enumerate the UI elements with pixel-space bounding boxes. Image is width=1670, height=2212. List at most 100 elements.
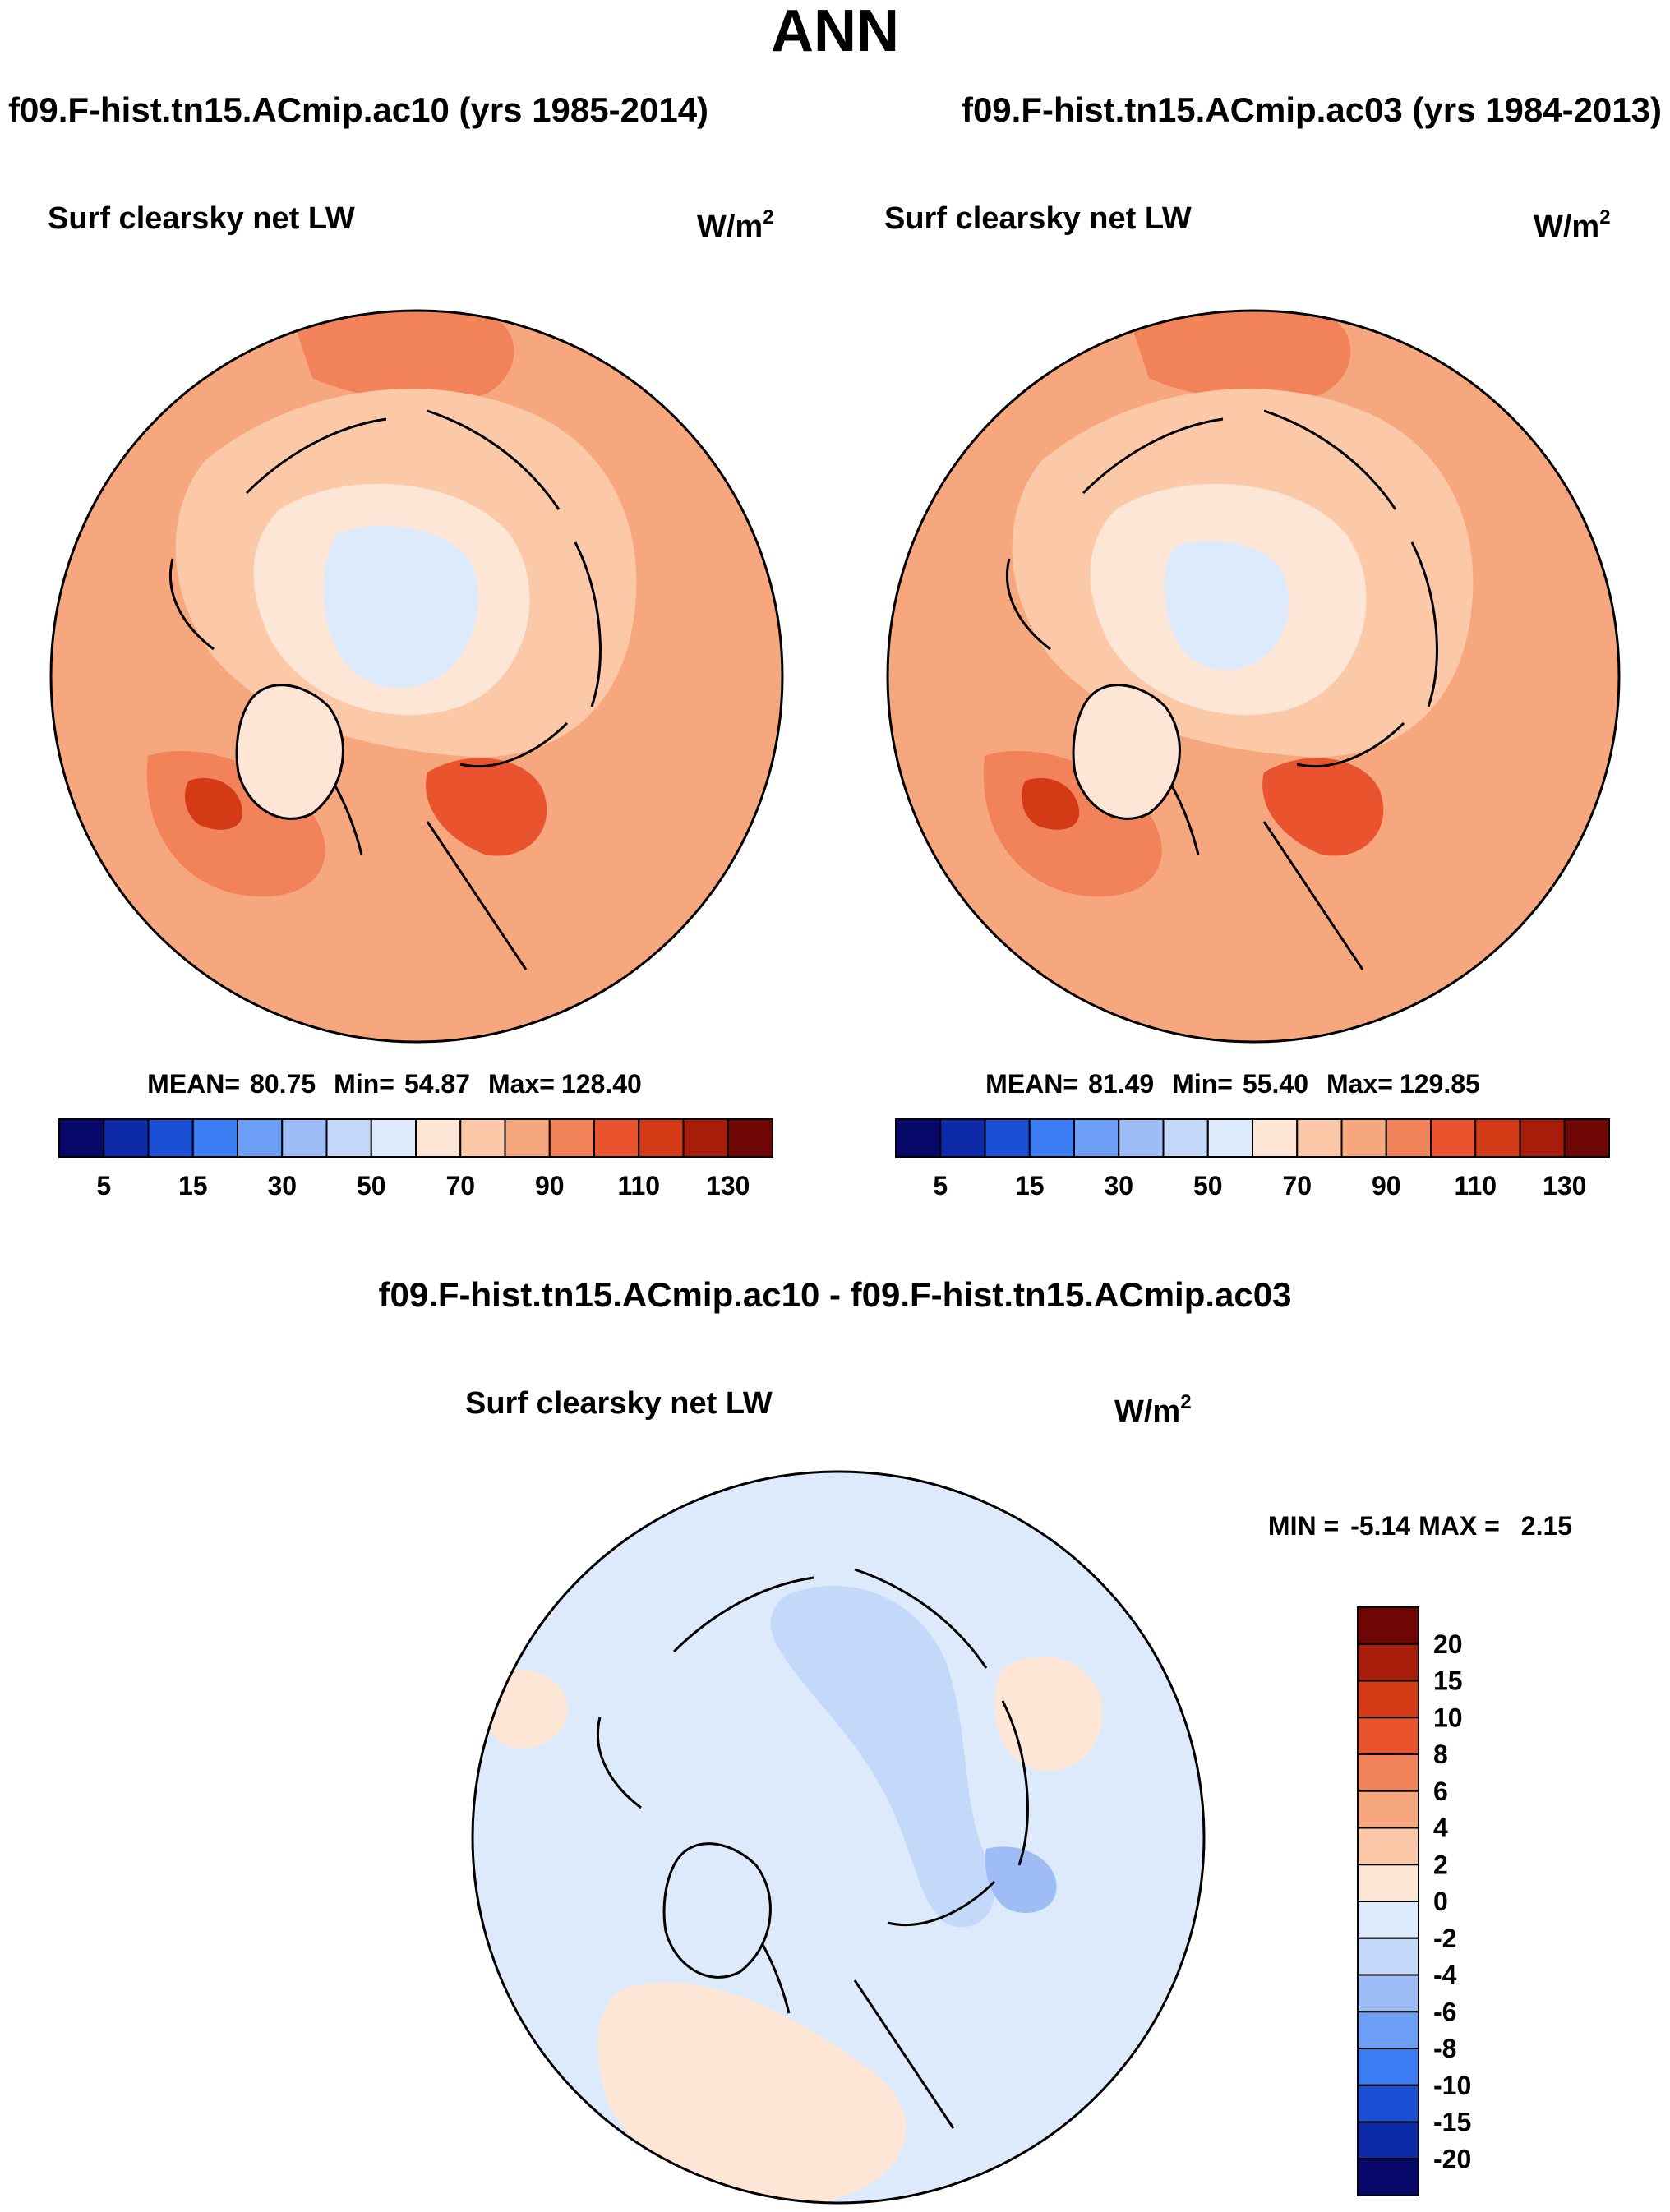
colorbar-swatch [1357,1643,1419,1682]
panel-3-max: 2.15 [1521,1511,1572,1541]
panel-1-max-core [185,777,243,830]
panel-1-min: 54.87 [404,1069,470,1099]
colorbar-tick-label: -2 [1433,1924,1456,1953]
colorbar-swatch [1430,1118,1477,1158]
panel-3-negative-band [770,1585,995,1928]
colorbar-tick-label: 10 [1433,1703,1463,1732]
colorbar-swatch [191,1118,238,1158]
panel-2-max: 129.85 [1400,1069,1480,1099]
colorbar-swatch [593,1118,640,1158]
colorbar-swatch [895,1118,942,1158]
colorbar-swatch [1206,1118,1253,1158]
colorbar-swatch [1357,1606,1419,1645]
colorbar-tick-label: -20 [1433,2144,1471,2173]
colorbar-swatch [1357,1790,1419,1829]
panel-1-map-border [49,309,784,1044]
colorbar-swatch [1357,1680,1419,1719]
panel-1-colorbar: 5 15 30 50 70 90 110 130 [58,1118,773,1200]
colorbar-swatch [103,1118,150,1158]
colorbar-swatch [281,1118,328,1158]
panel-2-coastlines [1005,409,1438,970]
panel-3-positive-region-south [597,1982,907,2203]
panel-3-min: -5.14 [1350,1511,1410,1541]
panel-2-min: 55.40 [1243,1069,1308,1099]
panel-2-units: W/m2 [1534,206,1611,244]
panel-2-title: Surf clearsky net LW [884,201,1192,236]
colorbar-swatch [984,1118,1031,1158]
colorbar-tick-label: 5 [96,1171,111,1200]
colorbar-tick-label: -15 [1433,2108,1471,2137]
colorbar-swatch [1118,1118,1165,1158]
case-header-right: f09.F-hist.tn15.ACmip.ac03 (yrs 1984-201… [962,90,1662,129]
colorbar-swatch [682,1118,729,1158]
colorbar-tick-label: 50 [357,1171,386,1200]
colorbar-swatch [1028,1118,1075,1158]
case-header-left: f09.F-hist.tn15.ACmip.ac10 (yrs 1985-201… [8,90,708,129]
colorbar-tick-label: 110 [1454,1171,1497,1200]
colorbar-swatch [459,1118,506,1158]
colorbar-swatch [1357,2121,1419,2160]
colorbar-swatch [1357,2011,1419,2049]
colorbar-swatch [939,1118,986,1158]
colorbar-swatch [1073,1118,1120,1158]
colorbar-tick-label: -4 [1433,1961,1457,1990]
panel-2-mean: 81.49 [1088,1069,1154,1099]
colorbar-tick-label: 5 [933,1171,948,1200]
panel-1-mean-label: MEAN= [147,1069,240,1099]
colorbar-swatch [1357,1974,1419,2013]
panel-1-greenland [235,684,344,820]
panel-3-units: W/m2 [1114,1391,1192,1429]
case-header-diff: f09.F-hist.tn15.ACmip.ac10 - f09.F-hist.… [379,1275,1292,1314]
panel-2-map [888,311,1619,1042]
colorbar-swatch [1385,1118,1432,1158]
colorbar-tick-label: 130 [706,1171,750,1200]
colorbar-swatch [1474,1118,1521,1158]
panel-1-warm-region-norwegian [426,758,547,856]
colorbar-tick-label: 15 [1015,1171,1045,1200]
colorbar-swatch [1357,2158,1419,2196]
panel-3-greenland [662,1842,772,1979]
colorbar-swatch [325,1118,372,1158]
panel-2-mean-label: MEAN= [985,1069,1078,1099]
colorbar-tick-label: 90 [1372,1171,1401,1200]
colorbar-swatch [548,1118,595,1158]
panel-2-units-sup: 2 [1599,206,1610,228]
colorbar-tick-label: -6 [1433,1997,1456,2026]
panel-1-title: Surf clearsky net LW [48,201,355,236]
panel-1-warm-region-north [296,311,514,402]
panel-2: Surf clearsky net LW W/m2 MEAN= 81.49 Min=… [884,201,1621,1200]
colorbar-swatch [1357,2048,1419,2086]
panel-3-units-base: W/m [1114,1394,1180,1429]
colorbar-swatch [1340,1118,1387,1158]
colorbar-swatch [1357,1753,1419,1792]
panel-2-max-core [1022,777,1080,830]
colorbar-tick-label: 90 [535,1171,565,1200]
panel-1-mean: 80.75 [250,1069,316,1099]
colorbar-tick-label: 2 [1433,1850,1448,1879]
panel-2-units-base: W/m [1534,210,1599,244]
colorbar-swatch [504,1118,551,1158]
colorbar-tick-label: 110 [617,1171,660,1200]
panel-2-min-label: Min= [1172,1069,1233,1099]
colorbar-tick-label: 15 [1433,1666,1463,1696]
colorbar-swatch [147,1118,194,1158]
colorbar-tick-label: 6 [1433,1777,1448,1806]
colorbar-swatch [1563,1118,1610,1158]
panel-2-stats: MEAN= 81.49 Min= 55.40 Max= 129.85 [985,1069,1480,1099]
colorbar-swatch [1357,1901,1419,1939]
panel-3-map [473,1472,1204,2203]
panel-3-stats: MIN = -5.14 MAX = 2.15 [1268,1511,1572,1541]
panel-1-units-base: W/m [697,210,763,244]
panel-3-min-label: MIN = [1268,1511,1339,1541]
colorbar-tick-label: 30 [1104,1171,1133,1200]
panel-3-coastlines [596,1568,1029,2129]
panel-3: Surf clearsky net LW W/m2 MIN = -5.14 MAX … [465,1386,1572,2205]
panel-1-stats: MEAN= 80.75 Min= 54.87 Max= 128.40 [147,1069,642,1099]
colorbar-swatch [1252,1118,1299,1158]
colorbar-swatch [415,1118,462,1158]
colorbar-swatch [370,1118,417,1158]
panel-3-units-sup: 2 [1180,1391,1191,1413]
colorbar-tick-label: 20 [1433,1629,1463,1659]
panel-1-coastlines [168,409,602,970]
